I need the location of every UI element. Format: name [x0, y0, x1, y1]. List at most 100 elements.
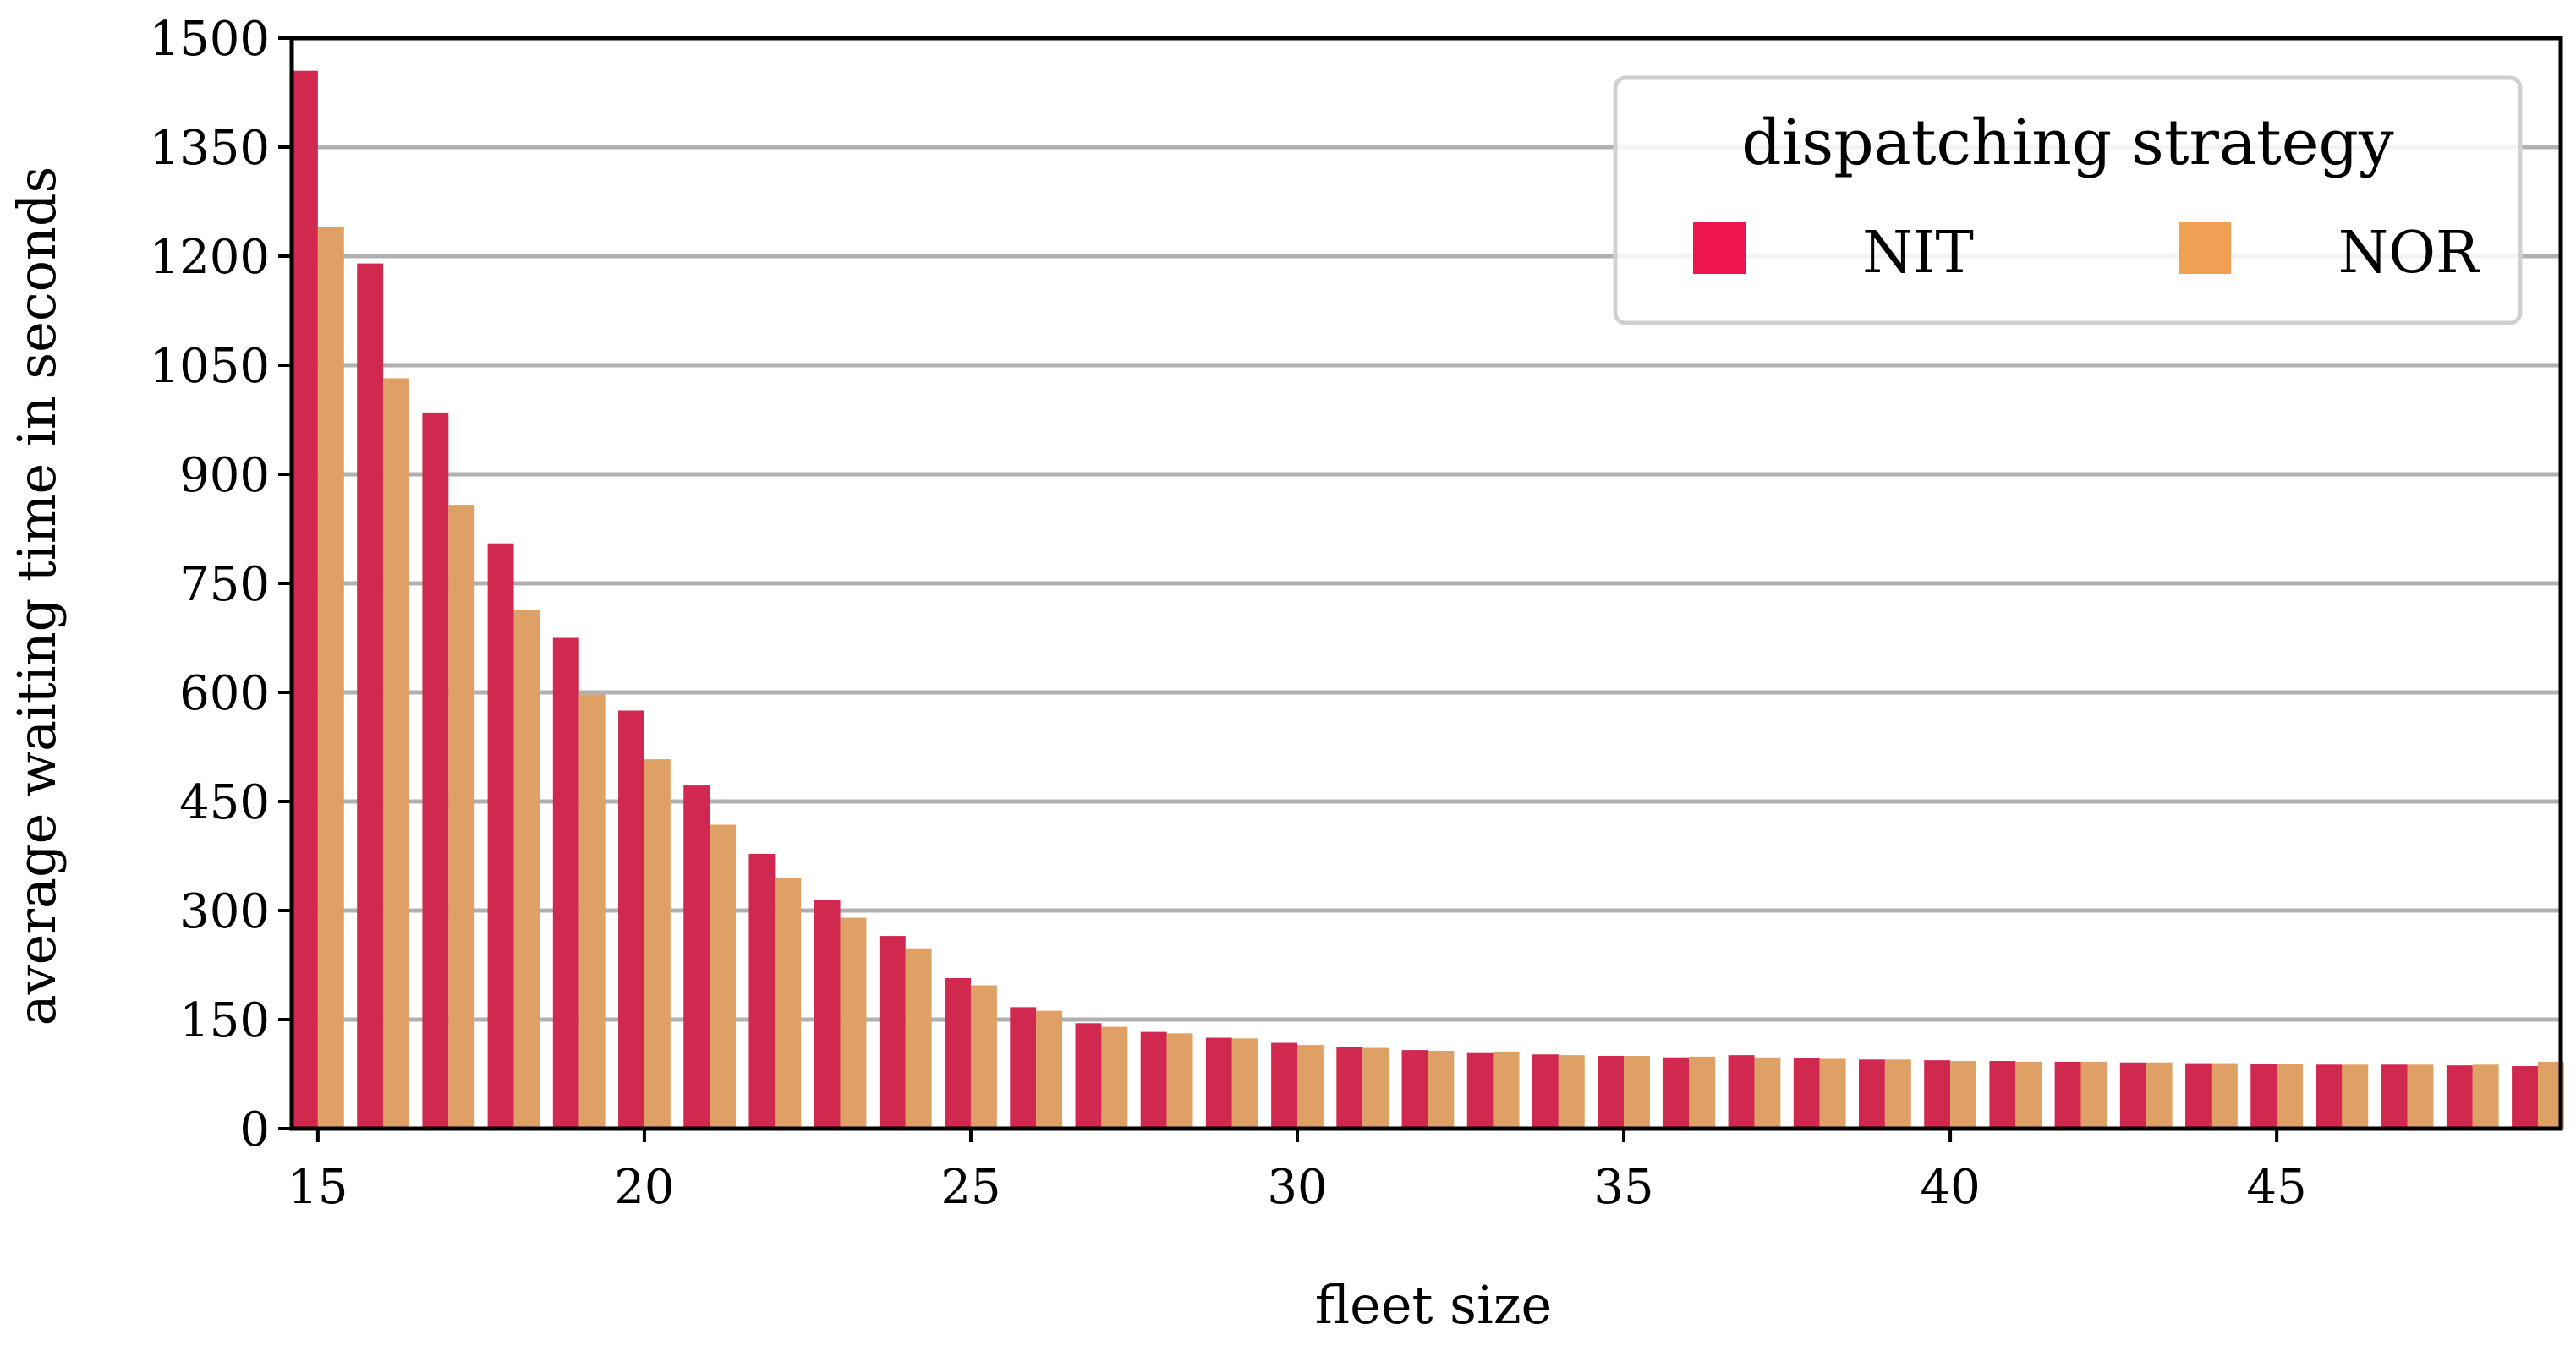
bar-nit-21 [683, 785, 710, 1129]
bar-nit-17 [422, 412, 449, 1129]
bar-nor-45 [2277, 1064, 2304, 1129]
bar-nor-24 [905, 948, 932, 1129]
bar-nit-25 [945, 977, 971, 1129]
y-tick-label: 1350 [149, 121, 270, 176]
bar-nit-16 [357, 263, 384, 1129]
bar-nit-49 [2512, 1066, 2538, 1129]
y-tick-label: 150 [179, 993, 270, 1048]
bar-nit-26 [1010, 1007, 1037, 1129]
legend-label-nit: NIT [1862, 220, 1974, 287]
bar-nor-20 [644, 759, 671, 1129]
bar-nit-33 [1466, 1052, 1494, 1129]
bar-nor-21 [710, 824, 737, 1129]
bar-nit-35 [1598, 1056, 1625, 1129]
bar-nit-38 [1793, 1058, 1820, 1129]
bar-nor-48 [2472, 1064, 2499, 1129]
bar-nit-47 [2381, 1064, 2408, 1129]
bar-nor-25 [970, 985, 997, 1129]
bar-nit-46 [2316, 1064, 2343, 1129]
bar-nor-34 [1558, 1055, 1585, 1129]
bar-nor-29 [1231, 1038, 1258, 1129]
x-axis-title: fleet size [1315, 1274, 1552, 1336]
bar-nit-34 [1532, 1054, 1559, 1129]
bars [292, 70, 2564, 1129]
bar-nor-26 [1036, 1010, 1063, 1129]
x-tick-label: 20 [614, 1160, 674, 1215]
bar-nit-28 [1140, 1031, 1167, 1129]
bar-nor-40 [1950, 1061, 1976, 1129]
legend: dispatching strategy NIT NOR [1613, 75, 2523, 325]
y-tick-label: 900 [179, 448, 270, 503]
bar-nor-31 [1362, 1047, 1389, 1129]
bar-nor-22 [775, 878, 802, 1129]
bar-nit-18 [487, 543, 514, 1129]
bar-nor-38 [1819, 1058, 1846, 1129]
x-axis-ticks: 15 20 25 30 35 40 45 [288, 1129, 2307, 1215]
bar-nit-15 [292, 70, 318, 1129]
bar-nor-23 [840, 917, 867, 1129]
bar-nor-17 [448, 505, 475, 1129]
bar-nit-42 [2054, 1061, 2081, 1129]
bar-nit-22 [748, 853, 776, 1129]
y-tick-label: 0 [239, 1102, 270, 1157]
y-tick-label: 1200 [149, 230, 270, 285]
legend-title: dispatching strategy [1741, 107, 2394, 179]
bar-nit-31 [1336, 1047, 1363, 1129]
legend-label-nor: NOR [2338, 220, 2480, 287]
bar-nit-27 [1075, 1023, 1102, 1129]
bar-nor-42 [2080, 1061, 2107, 1129]
y-tick-label: 600 [179, 666, 270, 721]
bar-nor-30 [1297, 1045, 1324, 1129]
bar-nor-47 [2407, 1064, 2434, 1129]
y-tick-label: 1500 [149, 12, 270, 67]
bar-nit-41 [1989, 1061, 2016, 1129]
y-axis-ticks: 0 150 300 450 600 750 900 1050 1200 1350 1500 [149, 12, 292, 1157]
x-tick-label: 15 [288, 1160, 348, 1215]
bar-nor-43 [2146, 1062, 2173, 1129]
bar-nor-44 [2211, 1063, 2238, 1129]
x-tick-label: 35 [1593, 1160, 1653, 1215]
y-tick-label: 450 [179, 775, 270, 830]
y-axis-title: average waiting time in seconds [6, 167, 68, 1026]
bar-nit-20 [618, 710, 644, 1129]
bar-nor-18 [513, 610, 540, 1129]
bar-nit-37 [1728, 1055, 1755, 1129]
y-tick-label: 300 [179, 884, 270, 939]
bar-nit-44 [2185, 1063, 2212, 1129]
x-tick-label: 45 [2247, 1160, 2307, 1215]
bar-nit-39 [1859, 1059, 1885, 1129]
bar-nit-30 [1271, 1042, 1298, 1129]
bar-nit-24 [879, 936, 906, 1129]
bar-nor-19 [578, 694, 606, 1129]
bar-nit-43 [2119, 1062, 2146, 1129]
bar-nor-41 [2015, 1061, 2042, 1129]
bar-nor-36 [1689, 1056, 1716, 1129]
bar-nit-48 [2446, 1065, 2473, 1129]
bar-nor-46 [2342, 1064, 2369, 1129]
bar-nit-32 [1401, 1050, 1428, 1129]
y-tick-label: 750 [179, 557, 270, 612]
x-tick-label: 25 [940, 1160, 1000, 1215]
bar-nit-23 [814, 900, 841, 1129]
bar-nor-35 [1624, 1056, 1650, 1129]
bar-nor-39 [1884, 1059, 1911, 1129]
bar-nor-32 [1428, 1050, 1455, 1129]
bar-nit-19 [552, 637, 579, 1129]
legend-box [1613, 75, 2523, 325]
bar-nit-29 [1205, 1037, 1232, 1129]
bar-nor-28 [1166, 1033, 1193, 1129]
bar-nor-27 [1101, 1026, 1128, 1129]
legend-swatch-nor [2179, 222, 2231, 274]
bar-nit-36 [1663, 1057, 1690, 1129]
bar-nor-16 [383, 378, 409, 1129]
legend-swatch-nit [1693, 222, 1746, 274]
bar-nor-37 [1754, 1057, 1781, 1129]
bar-nor-15 [317, 227, 344, 1129]
bar-nit-45 [2250, 1064, 2277, 1129]
x-tick-label: 30 [1267, 1160, 1327, 1215]
x-tick-label: 40 [1920, 1160, 1980, 1215]
y-tick-label: 1050 [149, 339, 270, 394]
bar-nit-40 [1924, 1060, 1951, 1129]
bar-nor-33 [1493, 1051, 1520, 1129]
